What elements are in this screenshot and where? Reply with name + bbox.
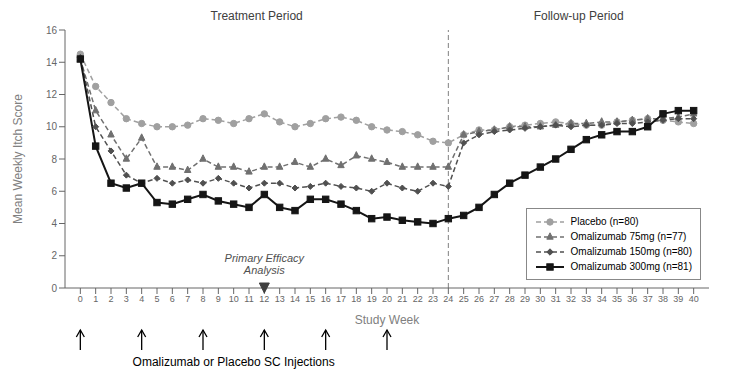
svg-text:27: 27 — [489, 294, 499, 304]
svg-text:22: 22 — [413, 294, 423, 304]
svg-text:21: 21 — [397, 294, 407, 304]
svg-text:12: 12 — [259, 294, 269, 304]
svg-text:30: 30 — [535, 294, 545, 304]
svg-text:0: 0 — [78, 294, 83, 304]
html-text:Omalizumab 150mg (n=80): Omalizumab 150mg (n=80) — [570, 246, 692, 257]
html-text:Omalizumab 75mg (n=77): Omalizumab 75mg (n=77) — [570, 231, 687, 242]
svg-text:33: 33 — [581, 294, 591, 304]
svg-text:6: 6 — [51, 186, 57, 197]
svg-text:15: 15 — [305, 294, 315, 304]
svg-text:Study Week: Study Week — [355, 313, 420, 327]
svg-text:13: 13 — [275, 294, 285, 304]
svg-text:34: 34 — [597, 294, 607, 304]
svg-text:36: 36 — [627, 294, 637, 304]
svg-text:8: 8 — [200, 294, 205, 304]
html-text:Omalizumab 300mg (n=81): Omalizumab 300mg (n=81) — [570, 261, 692, 272]
svg-text:16: 16 — [46, 25, 58, 36]
svg-text:12: 12 — [46, 89, 58, 100]
svg-text:18: 18 — [351, 294, 361, 304]
svg-text:38: 38 — [658, 294, 668, 304]
html-text:Placebo (n=80): Placebo (n=80) — [570, 216, 639, 227]
svg-text:14: 14 — [46, 57, 58, 68]
svg-text:5: 5 — [154, 294, 159, 304]
svg-text:Omalizumab or Placebo SC Injec: Omalizumab or Placebo SC Injections — [133, 355, 335, 369]
svg-text:6: 6 — [170, 294, 175, 304]
svg-text:2: 2 — [51, 250, 57, 261]
svg-text:10: 10 — [229, 294, 239, 304]
svg-text:9: 9 — [216, 294, 221, 304]
svg-text:4: 4 — [139, 294, 144, 304]
svg-text:0: 0 — [51, 283, 57, 294]
svg-text:16: 16 — [321, 294, 331, 304]
svg-text:Treatment Period: Treatment Period — [211, 9, 303, 23]
svg-text:28: 28 — [505, 294, 515, 304]
svg-text:26: 26 — [474, 294, 484, 304]
svg-text:25: 25 — [459, 294, 469, 304]
svg-text:4: 4 — [51, 218, 57, 229]
svg-text:32: 32 — [566, 294, 576, 304]
svg-text:24: 24 — [443, 294, 453, 304]
svg-text:2: 2 — [108, 294, 113, 304]
svg-text:37: 37 — [643, 294, 653, 304]
svg-text:Primary EfficacyAnalysis: Primary EfficacyAnalysis — [225, 252, 306, 276]
svg-text:Mean Weekly Itch Score: Mean Weekly Itch Score — [11, 94, 25, 224]
svg-text:10: 10 — [46, 121, 58, 132]
svg-text:Follow-up Period: Follow-up Period — [534, 9, 624, 23]
svg-text:8: 8 — [51, 154, 57, 165]
svg-text:1: 1 — [93, 294, 98, 304]
svg-text:7: 7 — [185, 294, 190, 304]
svg-text:20: 20 — [382, 294, 392, 304]
svg-text:40: 40 — [689, 294, 699, 304]
svg-text:17: 17 — [336, 294, 346, 304]
svg-text:14: 14 — [290, 294, 300, 304]
svg-text:19: 19 — [367, 294, 377, 304]
svg-text:35: 35 — [612, 294, 622, 304]
svg-text:29: 29 — [520, 294, 530, 304]
svg-text:3: 3 — [124, 294, 129, 304]
svg-text:11: 11 — [244, 294, 253, 304]
svg-text:23: 23 — [428, 294, 438, 304]
svg-text:39: 39 — [673, 294, 683, 304]
svg-text:31: 31 — [551, 294, 561, 304]
